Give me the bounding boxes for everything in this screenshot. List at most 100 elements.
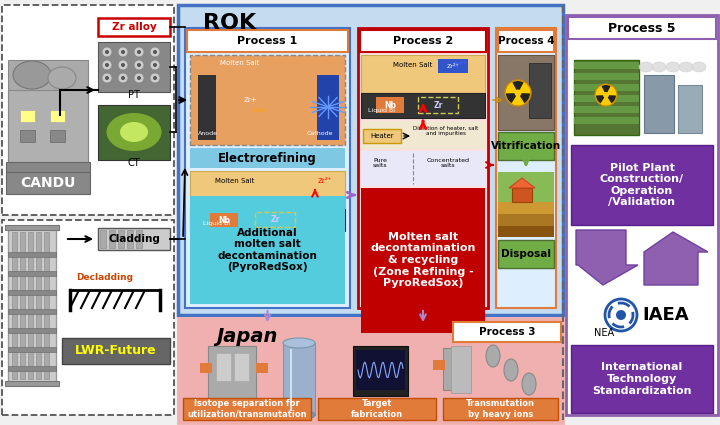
FancyBboxPatch shape: [198, 75, 216, 140]
Text: Nb+: Nb+: [253, 108, 267, 113]
Wedge shape: [606, 95, 616, 103]
FancyBboxPatch shape: [353, 346, 408, 396]
FancyBboxPatch shape: [12, 232, 17, 379]
Wedge shape: [596, 95, 606, 103]
FancyBboxPatch shape: [574, 106, 639, 113]
FancyBboxPatch shape: [283, 343, 315, 415]
FancyBboxPatch shape: [574, 73, 639, 80]
FancyBboxPatch shape: [498, 240, 554, 268]
Ellipse shape: [652, 62, 666, 72]
FancyBboxPatch shape: [361, 188, 485, 333]
Text: Process 5: Process 5: [608, 22, 676, 34]
FancyBboxPatch shape: [574, 95, 639, 102]
FancyBboxPatch shape: [8, 90, 88, 170]
FancyBboxPatch shape: [568, 17, 716, 39]
Text: Japan: Japan: [216, 326, 277, 346]
Text: Zr: Zr: [270, 215, 279, 224]
Ellipse shape: [504, 359, 518, 381]
Text: Vitrification: Vitrification: [491, 141, 561, 151]
Circle shape: [102, 60, 112, 70]
FancyBboxPatch shape: [216, 353, 231, 381]
FancyBboxPatch shape: [8, 290, 56, 295]
FancyBboxPatch shape: [512, 188, 532, 202]
Text: Molten salt
decontamination
& recycling
(Zone Refining -
PyroRedSox): Molten salt decontamination & recycling …: [370, 232, 476, 288]
Text: Pilot Plant
Construction/
Operation
/Validation: Pilot Plant Construction/ Operation /Val…: [600, 163, 684, 207]
Circle shape: [150, 60, 160, 70]
Text: Decladding: Decladding: [76, 274, 133, 283]
Circle shape: [134, 47, 144, 57]
Text: Zr²⁺: Zr²⁺: [446, 63, 459, 68]
Ellipse shape: [639, 62, 653, 72]
FancyBboxPatch shape: [109, 230, 115, 248]
FancyBboxPatch shape: [678, 85, 702, 133]
Ellipse shape: [283, 410, 315, 420]
Text: Electrorefining: Electrorefining: [218, 151, 317, 164]
Text: Isotope separation for
utilization/transmutation: Isotope separation for utilization/trans…: [187, 400, 307, 419]
FancyBboxPatch shape: [98, 42, 170, 92]
Text: Disposal: Disposal: [501, 249, 551, 259]
FancyBboxPatch shape: [574, 62, 639, 69]
Circle shape: [118, 47, 128, 57]
FancyBboxPatch shape: [8, 60, 88, 170]
Circle shape: [121, 63, 125, 67]
Circle shape: [121, 76, 125, 80]
FancyBboxPatch shape: [127, 230, 133, 248]
FancyBboxPatch shape: [256, 363, 268, 373]
FancyBboxPatch shape: [360, 30, 486, 52]
FancyBboxPatch shape: [498, 55, 554, 130]
Circle shape: [105, 76, 109, 80]
Text: PT: PT: [128, 90, 140, 100]
FancyBboxPatch shape: [317, 75, 339, 140]
Text: Cladding: Cladding: [108, 234, 160, 244]
Ellipse shape: [13, 61, 51, 89]
FancyBboxPatch shape: [376, 97, 404, 113]
Circle shape: [505, 80, 531, 106]
Text: Additional
molten salt
decontamination
(PyroRedSox): Additional molten salt decontamination (…: [217, 228, 318, 272]
Wedge shape: [601, 85, 611, 95]
Text: Cathode: Cathode: [307, 130, 333, 136]
Text: Molten Salt: Molten Salt: [393, 62, 433, 68]
FancyBboxPatch shape: [190, 171, 345, 209]
Circle shape: [150, 73, 160, 83]
FancyBboxPatch shape: [28, 232, 33, 379]
FancyBboxPatch shape: [8, 228, 56, 383]
FancyBboxPatch shape: [644, 75, 674, 133]
FancyBboxPatch shape: [566, 15, 718, 415]
Polygon shape: [557, 25, 563, 390]
FancyBboxPatch shape: [5, 225, 59, 230]
FancyBboxPatch shape: [8, 252, 56, 257]
FancyBboxPatch shape: [190, 148, 345, 168]
Ellipse shape: [120, 122, 148, 142]
FancyBboxPatch shape: [574, 60, 639, 135]
FancyBboxPatch shape: [98, 18, 170, 36]
FancyBboxPatch shape: [200, 363, 212, 373]
FancyBboxPatch shape: [6, 162, 90, 172]
Text: Direction of heater, salt
and impurities: Direction of heater, salt and impurities: [413, 126, 479, 136]
FancyBboxPatch shape: [498, 172, 554, 237]
FancyBboxPatch shape: [8, 309, 56, 314]
FancyBboxPatch shape: [574, 84, 639, 91]
FancyBboxPatch shape: [363, 129, 401, 143]
Circle shape: [616, 310, 626, 320]
Text: Transmutation
by heavy ions: Transmutation by heavy ions: [466, 400, 535, 419]
FancyBboxPatch shape: [20, 110, 35, 122]
Text: Molten Salt: Molten Salt: [215, 178, 254, 184]
FancyBboxPatch shape: [100, 230, 106, 248]
Circle shape: [137, 50, 141, 54]
FancyBboxPatch shape: [433, 360, 445, 370]
Text: Pure
salts: Pure salts: [373, 158, 387, 168]
Circle shape: [153, 63, 157, 67]
Text: Liquid Bi: Liquid Bi: [368, 108, 395, 113]
Text: Liquid Bi: Liquid Bi: [203, 221, 230, 226]
Circle shape: [150, 47, 160, 57]
FancyBboxPatch shape: [571, 145, 713, 225]
Text: Zr²⁺: Zr²⁺: [318, 178, 332, 184]
FancyBboxPatch shape: [361, 93, 485, 118]
FancyBboxPatch shape: [6, 172, 90, 194]
FancyBboxPatch shape: [451, 346, 471, 393]
FancyBboxPatch shape: [443, 398, 558, 420]
Circle shape: [121, 50, 125, 54]
FancyBboxPatch shape: [318, 398, 436, 420]
FancyBboxPatch shape: [361, 55, 485, 93]
Text: Process 4: Process 4: [498, 36, 554, 46]
